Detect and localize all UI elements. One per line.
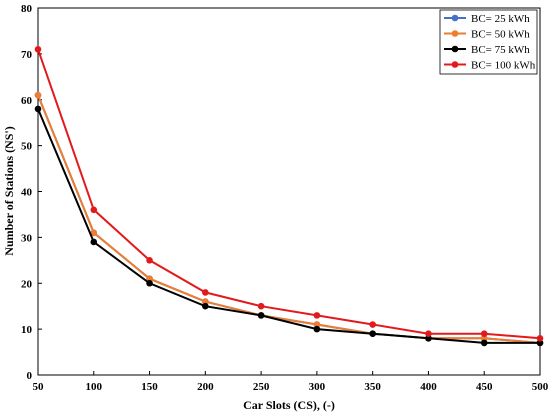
y-tick-label: 60: [21, 95, 33, 107]
data-point: [202, 302, 209, 310]
y-tick-label: 30: [21, 232, 33, 244]
data-point: [480, 339, 488, 347]
data-point: [257, 312, 265, 319]
data-point: [480, 330, 488, 338]
legend: BC= 25 kWh BC= 50 kWh BC= 75 kWh BC= 100 kW…: [439, 9, 538, 75]
y-tick-label: 10: [21, 324, 33, 336]
y-tick-label: 0: [27, 370, 33, 382]
series-line: [37, 48, 541, 340]
legend-marker: [451, 30, 459, 37]
data-point: [369, 330, 376, 338]
legend-item: BC= 50 kWh: [444, 29, 530, 41]
x-tick-label: 400: [420, 381, 437, 393]
y-axis-title: Number of Stations (NS'): [2, 126, 16, 255]
data-point: [34, 45, 42, 53]
data-point: [313, 321, 321, 328]
data-point: [90, 206, 98, 214]
legend-label: BC= 100 kWh: [471, 60, 536, 72]
series-line: [37, 108, 540, 344]
data-point: [90, 229, 98, 237]
x-axis-title: Car Slots (CS), (-): [243, 398, 335, 412]
legend-item: BC= 25 kWh: [444, 13, 530, 25]
series-line: [37, 94, 541, 344]
data-point: [90, 238, 98, 246]
x-tick-label: 250: [253, 381, 270, 393]
data-point: [146, 257, 153, 264]
data-point: [34, 91, 42, 99]
x-tick-label: 100: [86, 381, 103, 393]
data-point: [146, 275, 153, 282]
x-axis: 50 100 150 200 250 300 350 400 450 500: [33, 371, 549, 393]
data-point: [313, 312, 321, 319]
x-tick-label: 300: [309, 381, 326, 393]
legend-marker: [451, 61, 459, 68]
y-tick-label: 20: [21, 278, 33, 290]
data-point: [536, 335, 544, 342]
legend-label: BC= 50 kWh: [471, 29, 530, 41]
data-point: [257, 302, 265, 310]
x-tick-label: 450: [476, 381, 493, 393]
data-point: [34, 105, 42, 113]
x-tick-label: 150: [141, 381, 158, 393]
legend-marker: [451, 14, 459, 22]
data-point: [202, 298, 209, 305]
data-point: [425, 330, 432, 338]
y-tick-label: 70: [21, 49, 33, 61]
legend-label: BC= 25 kWh: [471, 13, 530, 25]
data-point: [425, 335, 432, 342]
legend-item: BC= 100 kWh: [444, 60, 536, 72]
legend-label: BC= 75 kWh: [471, 44, 530, 56]
data-point: [480, 335, 488, 342]
y-tick-label: 40: [21, 187, 33, 199]
legend-marker: [451, 45, 459, 53]
series-layer: [34, 45, 544, 347]
legend-item: BC= 75 kWh: [444, 44, 530, 56]
data-point: [146, 279, 153, 287]
y-tick-label: 50: [21, 141, 33, 153]
x-tick-label: 200: [197, 381, 214, 393]
y-tick-label: 80: [21, 3, 33, 15]
data-point: [536, 339, 544, 347]
x-tick-label: 350: [364, 381, 381, 393]
y-axis: 0 10 20 30 40 50 60 70 80: [21, 3, 42, 382]
data-point: [369, 321, 376, 328]
x-tick-label: 500: [532, 381, 549, 393]
data-point: [202, 289, 209, 296]
series-4: [34, 45, 544, 342]
x-tick-label: 50: [33, 381, 45, 393]
data-point: [313, 325, 321, 333]
series-3: [34, 105, 544, 347]
